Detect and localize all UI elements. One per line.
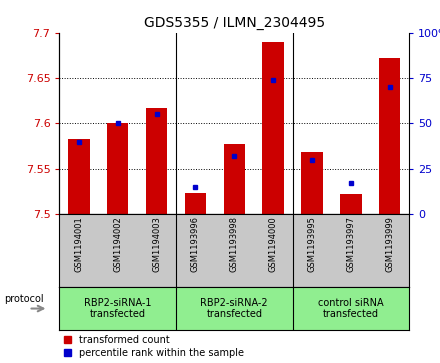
Bar [340,194,362,214]
Bar [146,108,167,214]
Bar [107,123,128,214]
Bar [224,144,245,214]
Text: GSM1193996: GSM1193996 [191,216,200,272]
Bar [68,139,89,214]
Bar [263,42,284,214]
Text: RBP2-siRNA-1
transfected: RBP2-siRNA-1 transfected [84,298,151,319]
Text: GSM1193998: GSM1193998 [230,216,239,272]
Text: protocol: protocol [4,294,44,305]
Text: GSM1194001: GSM1194001 [74,216,83,272]
Text: GSM1193997: GSM1193997 [346,216,356,272]
Bar [185,193,206,214]
Title: GDS5355 / ILMN_2304495: GDS5355 / ILMN_2304495 [144,16,325,30]
Text: GSM1194002: GSM1194002 [113,216,122,272]
Text: GSM1193995: GSM1193995 [308,216,316,272]
Text: RBP2-siRNA-2
transfected: RBP2-siRNA-2 transfected [201,298,268,319]
Text: GSM1194000: GSM1194000 [269,216,278,272]
Bar [379,58,400,214]
Text: GSM1193999: GSM1193999 [385,216,394,272]
Bar [301,152,323,214]
Text: GSM1194003: GSM1194003 [152,216,161,272]
Legend: transformed count, percentile rank within the sample: transformed count, percentile rank withi… [64,335,244,358]
Text: control siRNA
transfected: control siRNA transfected [318,298,384,319]
